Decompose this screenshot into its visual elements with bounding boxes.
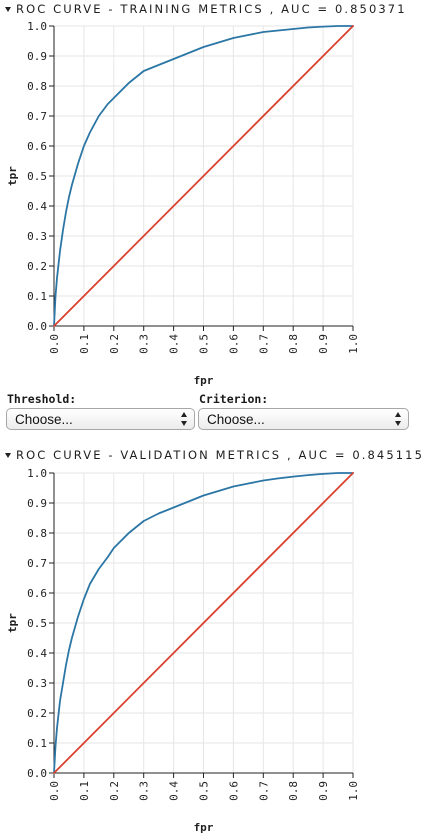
x-tick-label: 0.3 — [138, 781, 151, 801]
caret-down-icon[interactable] — [5, 452, 11, 458]
training-roc-header-label: ROC CURVE - TRAINING METRICS , AUC = 0.8… — [16, 2, 407, 16]
diagonal-reference-line — [53, 472, 354, 774]
select-arrows-icon — [181, 412, 189, 426]
y-axis-title: tpr — [6, 166, 19, 186]
y-tick-label: 0.6 — [27, 140, 47, 153]
y-tick-label: 1.0 — [27, 20, 47, 33]
diagonal-reference-line — [53, 25, 354, 327]
x-tick-label: 1.0 — [347, 781, 360, 801]
y-tick-label: 0.5 — [27, 170, 47, 183]
criterion-select[interactable]: Choose... — [198, 408, 409, 430]
threshold-select[interactable]: Choose... — [6, 408, 195, 430]
y-tick-label: 0.4 — [27, 200, 47, 213]
criterion-label: Criterion: — [199, 392, 269, 406]
x-tick-label: 0.8 — [287, 334, 300, 354]
x-tick-label: 0.2 — [108, 781, 121, 801]
validation-roc-chart: 0.0 0.1 0.2 0.3 0.4 0.5 0.6 0.7 0.8 0.9 1.0 0.0 0.1 0… — [0, 465, 436, 837]
x-tick-label: 0.4 — [168, 334, 181, 354]
training-roc-header[interactable]: ROC CURVE - TRAINING METRICS , AUC = 0.8… — [0, 0, 430, 18]
x-tick-label: 0.6 — [227, 781, 240, 801]
training-roc-chart: 0.0 0.1 0.2 0.3 0.4 0.5 0.6 0.7 0.8 0.9 1.0 0.0 0.1 0… — [0, 18, 436, 390]
x-tick-label: 0.1 — [78, 334, 91, 354]
y-tick-label: 0.0 — [27, 320, 47, 333]
validation-roc-header-label: ROC CURVE - VALIDATION METRICS , AUC = 0… — [16, 448, 425, 462]
select-arrows-icon — [395, 412, 403, 426]
roc-chart-svg: 0.0 0.1 0.2 0.3 0.4 0.5 0.6 0.7 0.8 0.9 1.0 0.0 0.1 0… — [6, 467, 360, 834]
y-tick-label: 0.1 — [27, 737, 47, 750]
y-tick-label: 0.6 — [27, 587, 47, 600]
y-axis-title: tpr — [6, 613, 19, 633]
y-tick-label: 0.9 — [27, 497, 47, 510]
x-tick-label: 0.5 — [198, 781, 211, 801]
caret-down-icon[interactable] — [5, 6, 11, 12]
y-tick-label: 0.7 — [27, 557, 47, 570]
x-tick-label: 0.9 — [317, 781, 330, 801]
x-tick-label: 0.7 — [257, 334, 270, 354]
y-tick-label: 1.0 — [27, 467, 47, 480]
y-tick-label: 0.3 — [27, 230, 47, 243]
x-tick-label: 0.3 — [138, 334, 151, 354]
y-tick-label: 0.7 — [27, 110, 47, 123]
y-tick-label: 0.0 — [27, 767, 47, 780]
x-tick-label: 0.6 — [227, 334, 240, 354]
validation-roc-header[interactable]: ROC CURVE - VALIDATION METRICS , AUC = 0… — [0, 446, 430, 464]
roc-curve-line — [53, 25, 354, 327]
y-tick-label: 0.2 — [27, 707, 47, 720]
x-tick-label: 0.4 — [168, 781, 181, 801]
x-tick-label: 0.5 — [198, 334, 211, 354]
x-tick-label: 0.0 — [48, 781, 61, 801]
x-tick-label: 0.2 — [108, 334, 121, 354]
x-tick-label: 0.8 — [287, 781, 300, 801]
x-axis-title: fpr — [194, 374, 214, 387]
y-tick-label: 0.2 — [27, 260, 47, 273]
y-tick-label: 0.5 — [27, 617, 47, 630]
threshold-label: Threshold: — [7, 392, 77, 406]
x-tick-label: 1.0 — [347, 334, 360, 354]
x-axis-title: fpr — [194, 821, 214, 834]
roc-curve-line — [53, 472, 354, 774]
x-tick-label: 0.9 — [317, 334, 330, 354]
y-tick-label: 0.8 — [27, 80, 47, 93]
threshold-select-value: Choose... — [15, 411, 73, 427]
y-tick-label: 0.8 — [27, 527, 47, 540]
x-tick-label: 0.7 — [257, 781, 270, 801]
roc-chart-svg: 0.0 0.1 0.2 0.3 0.4 0.5 0.6 0.7 0.8 0.9 1.0 0.0 0.1 0… — [6, 20, 360, 387]
x-tick-label: 0.1 — [78, 781, 91, 801]
criterion-select-value: Choose... — [207, 411, 265, 427]
y-tick-label: 0.4 — [27, 647, 47, 660]
y-tick-label: 0.1 — [27, 290, 47, 303]
y-tick-label: 0.3 — [27, 677, 47, 690]
x-tick-label: 0.0 — [48, 334, 61, 354]
y-tick-label: 0.9 — [27, 50, 47, 63]
